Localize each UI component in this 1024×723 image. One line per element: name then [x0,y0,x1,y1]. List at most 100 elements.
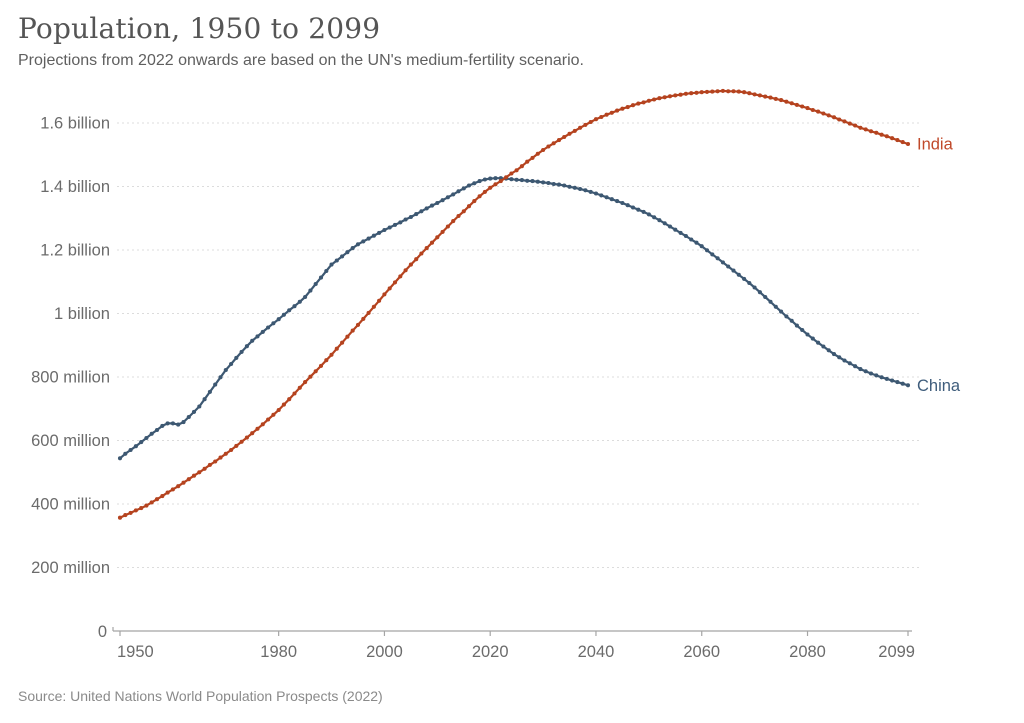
series-dot-india [133,508,138,513]
series-dot-india [593,117,599,122]
series-dot-china [176,422,181,427]
series-dot-india [239,439,244,444]
series-dot-india [710,89,715,94]
series-dot-china [863,369,868,374]
series-dot-india [281,402,286,407]
series-dot-india [652,97,657,102]
series-dot-china [429,203,435,208]
series-dot-china [308,288,313,293]
series-dot-india [250,431,255,436]
series-dot-india [525,159,530,164]
series-dot-india [144,503,149,508]
series-dot-india [784,99,789,104]
series-dot-india [805,106,810,111]
y-tick-label: 400 million [31,496,110,514]
series-dot-china [884,376,889,381]
series-dot-china [678,230,683,235]
series-dot-india [128,510,133,515]
series-dot-india [620,106,625,111]
series-dot-india [689,91,694,96]
series-dot-china [509,177,514,182]
series-dot-india [667,94,673,99]
series-dot-india [207,462,212,467]
series-dot-china [588,189,593,194]
series-dot-china [890,378,895,383]
y-tick-label: 800 million [31,369,110,387]
series-dot-india [657,96,662,101]
series-dot-china [789,318,794,323]
series-dot-india [197,470,202,475]
series-dot-india [535,151,540,156]
series-dot-india [646,98,651,103]
series-dot-india [387,286,392,291]
series-india: India [117,88,954,520]
series-dot-india [181,480,186,485]
series-dot-india [673,93,678,98]
series-dot-china [477,179,482,184]
series-dot-china [636,207,641,212]
series-dot-china [255,334,260,339]
series-dot-india [890,136,895,141]
series-dot-china [868,371,874,376]
series-dot-china [514,177,519,182]
series-dot-india [541,147,546,153]
series-dot-india [821,111,826,116]
x-axis: 1950 1980 2000 2020 2040 2060 2080 2099 [112,627,915,661]
series-dot-china [694,240,699,245]
series-dot-india [625,105,630,110]
series-dot-china [154,427,160,433]
series-dot-china [229,361,234,367]
series-dot-india [419,251,424,256]
series-dot-china [456,189,461,194]
series-label-india[interactable]: India [917,135,954,153]
x-tick-label: 2020 [472,643,509,661]
series-dot-china [213,382,218,387]
series-dot-india [752,92,757,97]
series-dot-china [646,212,651,217]
series-dot-china [567,184,572,189]
series-dot-india [229,447,234,453]
series-dot-india [398,274,403,279]
series-dot-china [641,209,646,214]
series-dot-india [609,110,614,115]
series-dot-india [842,119,847,124]
series-dot-china [461,186,466,191]
series-dot-china [366,236,371,241]
series-dot-india [704,89,710,94]
series-dot-india [361,316,366,321]
series-dot-india [757,93,762,98]
series-label-china[interactable]: China [917,377,961,395]
series-dot-india [615,108,620,113]
x-tick-label: 2000 [366,643,403,661]
series-dot-india [371,304,376,309]
series-dot-china [800,327,805,333]
x-tick-label: 1950 [117,643,154,661]
series-dot-india [234,443,239,448]
series-dot-india [779,98,784,103]
series-dot-india [773,96,778,101]
series-dot-china [371,233,376,238]
y-tick-label: 1.4 billion [40,178,110,196]
series-dot-china [144,435,149,441]
series-dot-india [562,134,567,140]
series-dot-china [482,177,487,182]
series-dot-china [805,332,810,337]
series-dot-india [715,89,720,94]
series-dot-india [493,182,498,187]
series-dot-india [318,363,324,368]
series-dot-china [657,218,662,223]
series-dot-india [678,92,683,97]
series-dot-china [599,193,604,198]
series-dot-india [858,125,863,130]
series-dot-china [752,285,757,290]
series-dot-china [715,256,720,261]
series-dot-india [630,103,636,108]
series-dot-india [366,310,371,315]
series-dot-china [604,195,609,200]
series-dot-india [287,397,292,402]
series-dot-india [879,132,884,137]
series-dot-india [117,515,123,520]
series-dot-china [382,227,387,233]
